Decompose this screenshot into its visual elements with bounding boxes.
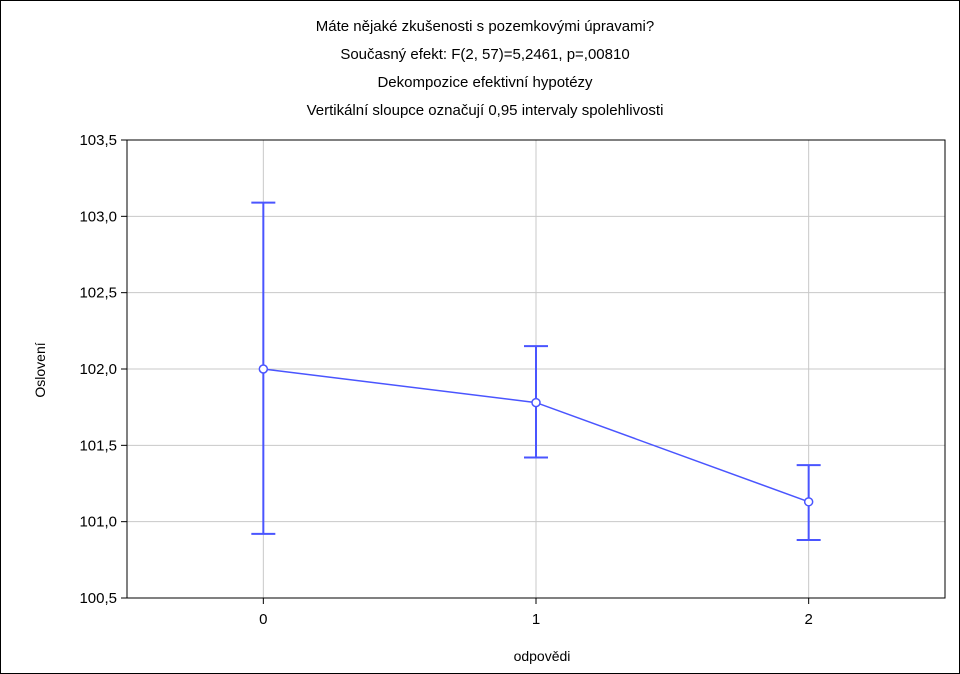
y-tick-label: 102,0 [79,361,117,378]
data-point [258,364,269,374]
y-tick-label: 103,0 [79,208,117,225]
chart-title: Máte nějaké zkušenosti s pozemkovými úpr… [307,18,664,119]
y-tick-label: 102,5 [79,285,117,302]
title-line-1: Máte nějaké zkušenosti s pozemkovými úpr… [316,18,654,35]
y-axis-label: Oslovení [32,342,48,397]
series-layer [251,201,821,541]
y-tick-label: 101,5 [79,437,117,454]
x-tick-label: 0 [259,611,267,628]
data-point [531,397,541,408]
data-point [803,497,814,507]
y-axis-ticks: 100,5 101,0 101,5 102,0 102,5 103,0 103,5 [79,132,127,607]
title-line-2: Současný efekt: F(2, 57)=5,2461, p=,0081… [340,46,629,63]
y-tick-label: 101,0 [79,514,117,531]
x-tick-label: 1 [532,611,540,628]
x-tick-label: 2 [804,611,812,628]
y-tick-label: 103,5 [79,132,117,149]
title-line-4: Vertikální sloupce označují 0,95 interva… [307,102,664,119]
x-axis-ticks: 0 1 2 [259,598,813,628]
title-line-3: Dekompozice efektivní hypotézy [377,74,593,91]
x-axis-label: odpovědi [514,648,571,664]
y-tick-label: 100,5 [79,590,117,607]
